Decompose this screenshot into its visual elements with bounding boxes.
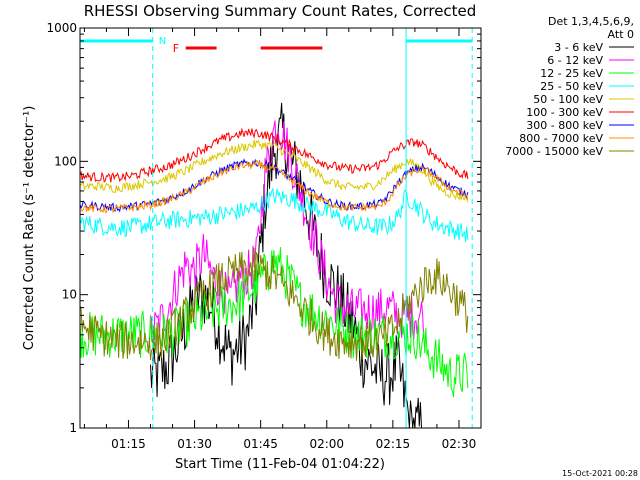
y-tick-label: 1	[69, 421, 77, 435]
plot-frame	[79, 27, 482, 429]
legend-label: 50 - 100 keV	[533, 93, 603, 106]
series-layer	[79, 102, 469, 429]
x-tick-label: 02:30	[442, 437, 477, 451]
series-line-4	[79, 187, 469, 243]
series-line-6	[79, 127, 469, 183]
night-label: N	[159, 36, 166, 47]
annotation-layer: NF	[80, 28, 473, 428]
axis-layer: 01:15 01:30 01:45 02:00 02:15 02:30 1 10 100 1000	[46, 21, 481, 451]
x-tick-label: 01:30	[177, 437, 212, 451]
x-tick-label: 01:15	[111, 437, 146, 451]
series-line-5	[79, 139, 469, 203]
legend-label: 12 - 25 keV	[540, 67, 603, 80]
x-axis-label: Start Time (11-Feb-04 01:04:22)	[175, 457, 385, 472]
legend-header-attenuator: Att 0	[608, 28, 634, 41]
flare-label: F	[173, 42, 179, 55]
chart-title: RHESSI Observing Summary Count Rates, Co…	[84, 2, 477, 20]
x-tick-label: 01:45	[243, 437, 278, 451]
series-line-9	[79, 247, 469, 361]
series-line-8	[79, 160, 469, 214]
legend-label: 3 - 6 keV	[554, 41, 603, 54]
legend-label: 7000 - 15000 keV	[505, 145, 603, 158]
y-tick-label: 10	[62, 288, 77, 302]
y-tick-label: 1000	[46, 21, 77, 35]
series-line-2	[150, 120, 425, 344]
plot-timestamp: 15-Oct-2021 00:28	[562, 469, 638, 478]
x-tick-label: 02:15	[376, 437, 411, 451]
legend-label: 800 - 7000 keV	[519, 132, 603, 145]
legend-label: 6 - 12 keV	[547, 54, 603, 67]
y-axis-label: Corrected Count Rate (s⁻¹ detector⁻¹)	[22, 106, 37, 351]
legend-label: 300 - 800 keV	[526, 119, 603, 132]
legend-label: 100 - 300 keV	[526, 106, 603, 119]
x-tick-label: 02:00	[309, 437, 344, 451]
y-tick-label: 100	[54, 154, 77, 168]
legend-header-detectors: Det 1,3,4,5,6,9,	[548, 15, 634, 28]
legend-label: 25 - 50 keV	[540, 80, 603, 93]
